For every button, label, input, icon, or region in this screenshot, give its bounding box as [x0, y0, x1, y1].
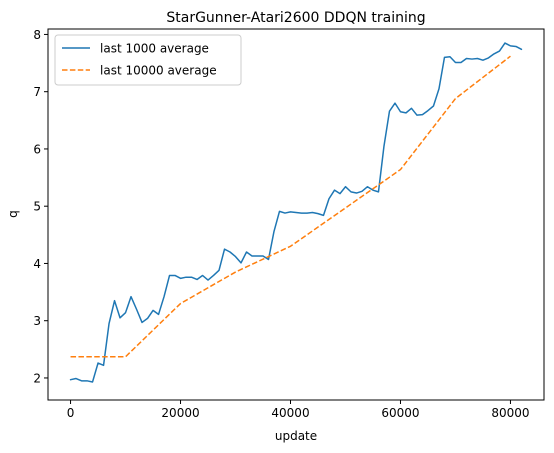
x-axis-label: update — [275, 429, 317, 443]
y-axis-ticks: 2 3 4 5 6 7 8 — [33, 28, 48, 385]
plot-frame — [47, 28, 545, 401]
y-tick-label: 8 — [33, 28, 41, 42]
legend-label-last-10000-average: last 10000 average — [100, 64, 217, 78]
x-tick-label: 80000 — [491, 406, 529, 420]
x-tick-label: 60000 — [381, 406, 419, 420]
y-tick-label: 6 — [33, 142, 41, 156]
legend-label-last-1000-average: last 1000 average — [100, 42, 209, 56]
plot-area — [48, 29, 544, 400]
y-tick-label: 5 — [33, 200, 41, 214]
y-axis-label: q — [6, 210, 20, 218]
y-tick-label: 7 — [33, 85, 41, 99]
chart-title: StarGunner-Atari2600 DDQN training — [166, 10, 425, 26]
x-axis-ticks: 0 20000 40000 60000 80000 — [67, 400, 530, 420]
series-line-last-10000-average — [70, 55, 511, 358]
y-tick-label: 4 — [33, 257, 41, 271]
series-layer — [69, 42, 523, 383]
legend-box — [54, 34, 242, 86]
x-tick-label: 40000 — [271, 406, 309, 420]
y-tick-label: 2 — [33, 371, 41, 385]
legend: last 1000 average last 10000 average — [54, 34, 242, 86]
x-tick-label: 20000 — [161, 406, 199, 420]
x-tick-label: 0 — [67, 406, 75, 420]
y-tick-label: 3 — [33, 314, 41, 328]
series-line-last-1000-average — [69, 42, 523, 383]
